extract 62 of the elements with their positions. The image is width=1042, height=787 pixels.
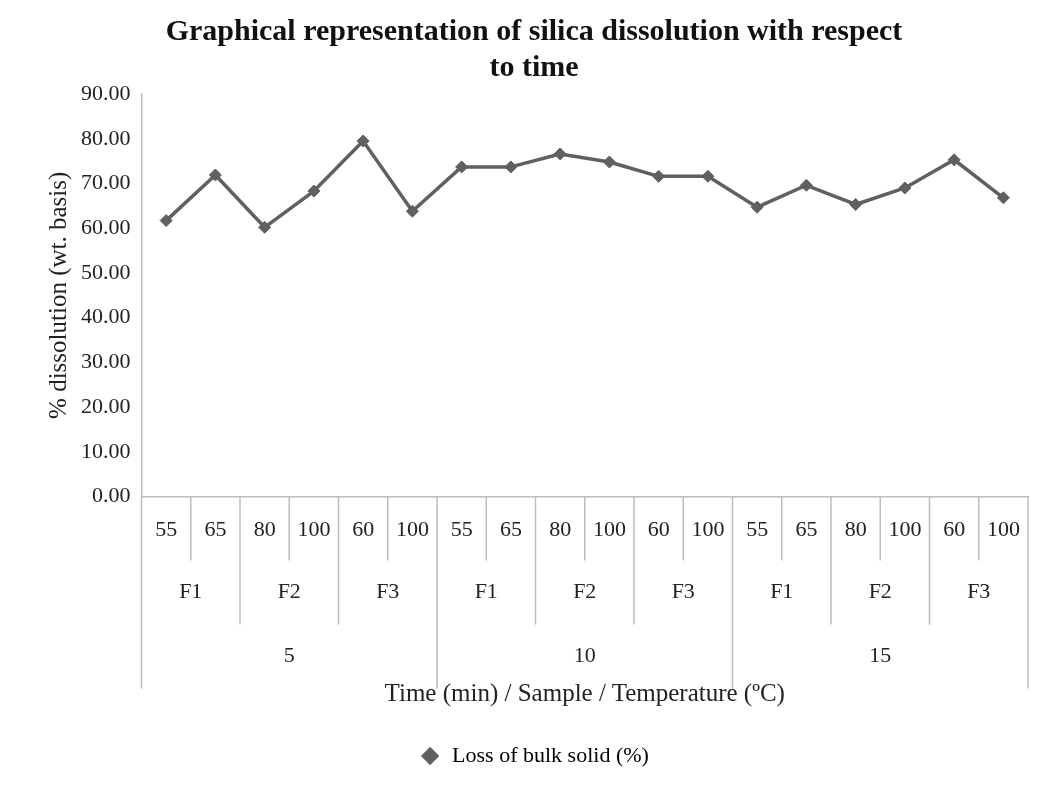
point [208,168,222,182]
point [996,191,1010,205]
point [356,134,370,148]
x-tick-label: 80 [549,515,572,541]
x-tick-label: 60 [647,515,670,541]
point [799,178,813,192]
point [898,181,912,195]
point [455,160,469,174]
point [504,160,518,174]
text: 15 [869,642,892,668]
point [602,155,616,169]
x-tick-label: 65 [499,515,522,541]
text: F2 [573,578,597,604]
x-tick-label: 55 [155,515,178,541]
text: F1 [179,578,203,604]
x-tick-label: 100 [395,515,429,541]
point [307,184,321,198]
y-tick-label: 0.00 [92,482,131,508]
text: F2 [277,578,301,604]
y-tick-label: 20.00 [81,392,131,418]
text: 5 [283,642,295,668]
text: F2 [868,578,892,604]
y-tick-label: 70.00 [81,169,131,195]
text: 10 [573,642,596,668]
point [947,153,961,167]
text: Time (min) / Sample / Temperature (ºC) [384,679,785,708]
point [553,147,567,161]
point [849,197,863,211]
point [258,220,272,234]
x-tick-label: 100 [592,515,626,541]
x-tick-label: 60 [943,515,966,541]
y-tick-label: 90.00 [81,79,131,105]
x-tick-label: 55 [450,515,473,541]
x-tick-label: 65 [795,515,818,541]
point [405,204,419,218]
y-tick-label: 60.00 [81,213,131,239]
point [159,214,173,228]
x-tick-label: 80 [844,515,867,541]
x-tick-label: 65 [204,515,227,541]
text: F3 [376,578,400,604]
y-tick-label: 50.00 [81,258,131,284]
point [652,169,666,183]
legend-label: Loss of bulk solid (%) [452,741,649,767]
text: F1 [474,578,498,604]
y-axis-title: % dissolution (wt. basis) [43,171,72,419]
point [701,169,715,183]
y-tick-label: 30.00 [81,348,131,374]
x-tick-label: 100 [297,515,331,541]
x-tick-label: 60 [352,515,375,541]
y-tick-label: 80.00 [81,124,131,150]
y-tick-label: 40.00 [81,303,131,329]
text: F3 [967,578,991,604]
x-tick-label: 100 [888,515,922,541]
x-tick-label: 100 [986,515,1020,541]
x-tick-label: 100 [691,515,725,541]
x-tick-label: 55 [746,515,769,541]
chart-title: Graphical representation of silica dissolution with respect to time [165,12,903,82]
x-tick-label: 80 [253,515,276,541]
text: F3 [671,578,695,604]
text: F1 [770,578,794,604]
y-tick-label: 10.00 [81,437,131,463]
point [750,200,764,214]
